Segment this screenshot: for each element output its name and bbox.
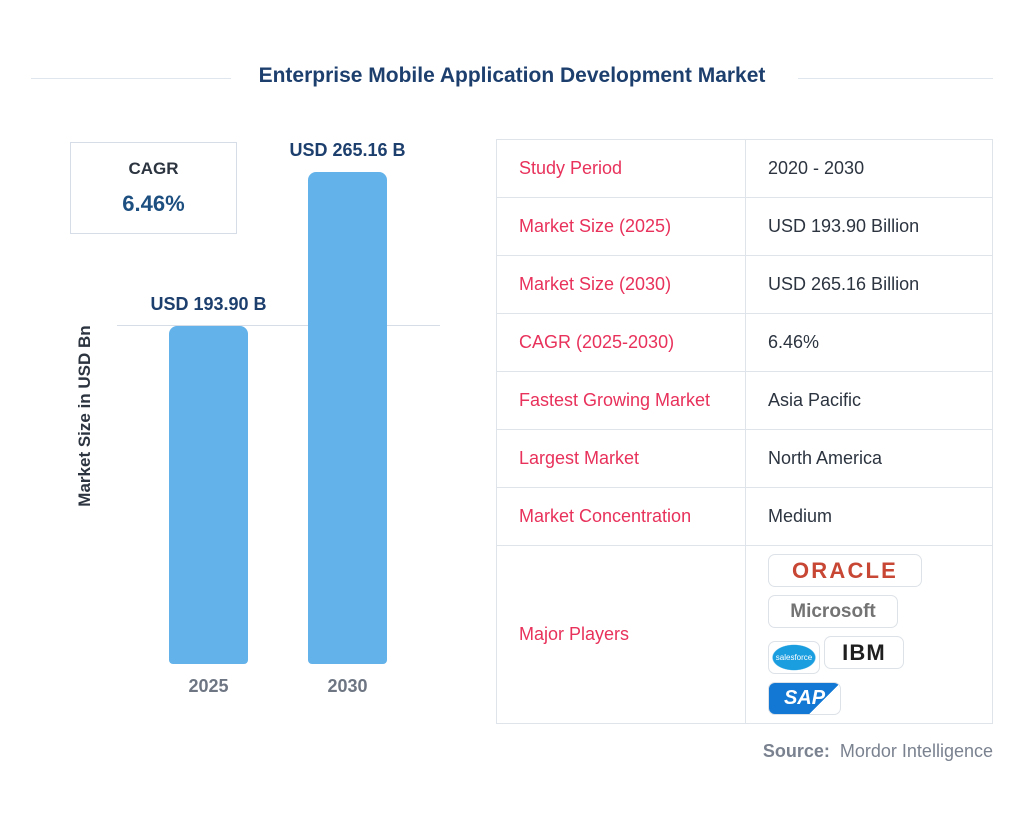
data-label: USD 193.90 B bbox=[150, 294, 267, 315]
source: Source: Mordor Intelligence bbox=[763, 741, 993, 762]
oracle-logo: ORACLE bbox=[768, 554, 922, 587]
title-rule-right bbox=[798, 78, 993, 79]
table-row: Fastest Growing Market Asia Pacific bbox=[496, 371, 993, 430]
row-label: Largest Market bbox=[496, 429, 746, 488]
x-tick-label: 2025 bbox=[188, 676, 229, 696]
cagr-label: CAGR bbox=[128, 159, 179, 178]
row-label: Market Size (2025) bbox=[496, 197, 746, 256]
sap-logo: SAP bbox=[768, 681, 841, 715]
page-title: Enterprise Mobile Application Developmen… bbox=[0, 64, 1024, 88]
y-axis-label: Market Size in USD Bn bbox=[75, 325, 94, 507]
x-tick-label: 2030 bbox=[327, 676, 368, 696]
row-label: Fastest Growing Market bbox=[496, 371, 746, 430]
data-label: USD 265.16 B bbox=[289, 140, 406, 161]
row-value: North America bbox=[745, 429, 993, 488]
row-value: Medium bbox=[745, 487, 993, 546]
ibm-logo: IBM bbox=[824, 636, 904, 669]
row-value: Asia Pacific bbox=[745, 371, 993, 430]
table-row: Market Size (2025) USD 193.90 Billion bbox=[496, 197, 993, 256]
cagr-box: CAGR 6.46% bbox=[70, 142, 237, 234]
bar-2030 bbox=[308, 172, 387, 664]
source-value: Mordor Intelligence bbox=[839, 741, 993, 761]
salesforce-logo: salesforce bbox=[768, 640, 820, 674]
title-rule-left bbox=[31, 78, 231, 79]
table-row: CAGR (2025-2030) 6.46% bbox=[496, 313, 993, 372]
reference-line bbox=[117, 325, 440, 326]
cagr-value: 6.46% bbox=[122, 191, 185, 216]
table-row: Major Players ORACLE Microsoft salesforce IB… bbox=[496, 545, 993, 724]
table-row: Market Concentration Medium bbox=[496, 487, 993, 546]
row-value: USD 265.16 Billion bbox=[745, 255, 993, 314]
row-label: Major Players bbox=[496, 545, 746, 724]
table-row: Study Period 2020 - 2030 bbox=[496, 139, 993, 198]
title-text: Enterprise Mobile Application Developmen… bbox=[246, 64, 778, 87]
row-value: USD 193.90 Billion bbox=[745, 197, 993, 256]
row-value: 6.46% bbox=[745, 313, 993, 372]
row-label: Market Concentration bbox=[496, 487, 746, 546]
row-label: Market Size (2030) bbox=[496, 255, 746, 314]
table-row: Market Size (2030) USD 265.16 Billion bbox=[496, 255, 993, 314]
row-value: 2020 - 2030 bbox=[745, 139, 993, 198]
row-label: Study Period bbox=[496, 139, 746, 198]
bar-2025 bbox=[169, 326, 248, 664]
table-row: Largest Market North America bbox=[496, 429, 993, 488]
row-label: CAGR (2025-2030) bbox=[496, 313, 746, 372]
market-summary-table: Study Period 2020 - 2030 Market Size (2025… bbox=[496, 139, 993, 724]
source-label: Source: bbox=[762, 741, 830, 761]
major-players-logos: ORACLE Microsoft salesforce IBM SAP bbox=[745, 545, 993, 724]
microsoft-logo: Microsoft bbox=[768, 595, 898, 628]
